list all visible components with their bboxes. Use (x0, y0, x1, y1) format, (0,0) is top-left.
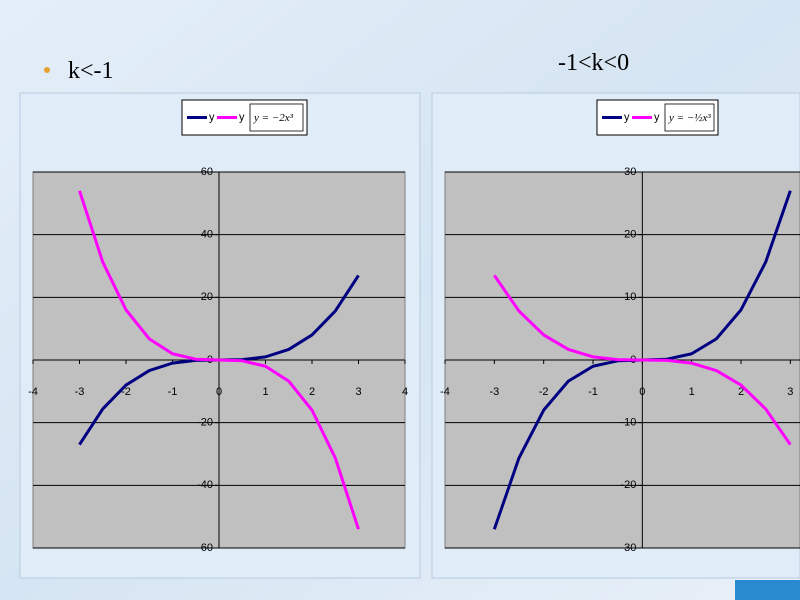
formula: y = −½x³ (668, 112, 711, 124)
x-tick-label: 1 (689, 386, 695, 398)
y-tick-label: -30 (620, 542, 636, 554)
x-tick-label: -2 (539, 386, 549, 398)
y-tick-label: 40 (201, 229, 213, 241)
x-tick-label: -2 (121, 386, 131, 398)
x-tick-label: -3 (489, 386, 499, 398)
x-tick-label: 0 (216, 386, 222, 398)
y-tick-label: 20 (201, 291, 213, 303)
formula-box (664, 103, 715, 132)
y-tick-label: -40 (197, 479, 213, 491)
formula-box (249, 103, 304, 132)
legend-label: y (654, 111, 660, 123)
x-tick-label: 0 (639, 386, 645, 398)
y-tick-label: 30 (624, 166, 636, 178)
y-tick-label: 10 (624, 291, 636, 303)
x-tick-label: 3 (787, 386, 793, 398)
bullet (44, 67, 50, 73)
left-heading: k<-1 (68, 58, 114, 84)
y-tick-label: -20 (197, 417, 213, 429)
legend-label: y (239, 111, 245, 123)
x-tick-label: 4 (402, 386, 408, 398)
formula: y = −2x³ (253, 112, 294, 124)
y-tick-label: 20 (624, 229, 636, 241)
series-line (78, 190, 360, 530)
series-line (493, 274, 792, 446)
y-tick-label: -20 (620, 479, 636, 491)
legend-label: y (209, 111, 215, 123)
x-tick-label: -4 (28, 386, 38, 398)
nav-button[interactable] (735, 580, 800, 600)
y-tick-label: -60 (197, 542, 213, 554)
legend-label: y (624, 111, 630, 123)
x-tick-label: 2 (309, 386, 315, 398)
x-tick-label: -1 (168, 386, 178, 398)
y-tick-label: -10 (620, 417, 636, 429)
x-tick-label: 2 (738, 386, 744, 398)
x-tick-label: 3 (355, 386, 361, 398)
x-tick-label: -3 (75, 386, 85, 398)
y-tick-label: 60 (201, 166, 213, 178)
x-tick-label: -1 (588, 386, 598, 398)
x-tick-label: 1 (262, 386, 268, 398)
x-tick-label: -4 (440, 386, 450, 398)
right-heading: -1<k<0 (558, 50, 629, 76)
